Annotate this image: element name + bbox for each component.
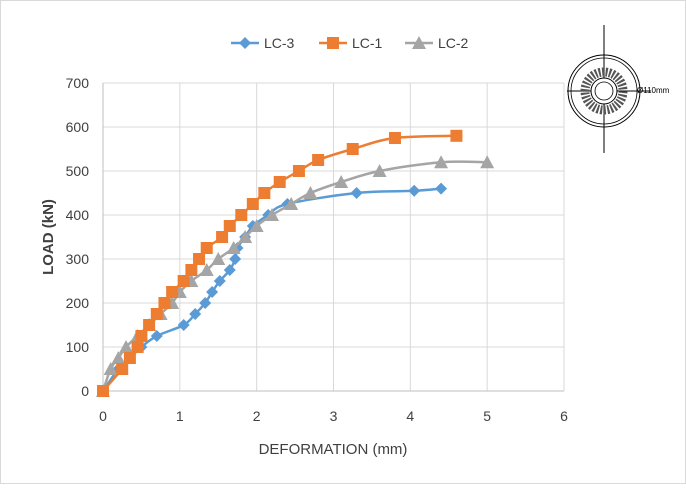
data-point-lc-3 [189, 308, 202, 320]
y-tick-label: 400 [66, 207, 90, 223]
data-point-lc-3 [213, 275, 226, 287]
data-point-lc-1 [150, 308, 163, 320]
data-point-lc-2 [284, 197, 299, 210]
data-point-lc-2 [111, 351, 126, 364]
data-point-lc-1 [388, 132, 401, 144]
data-point-lc-3 [223, 264, 236, 276]
legend-label: LC-1 [352, 35, 383, 51]
data-point-lc-3 [350, 187, 363, 199]
data-point-lc-3 [177, 319, 190, 331]
y-tick-label: 100 [66, 339, 90, 355]
y-tick-label: 0 [81, 383, 89, 399]
data-point-lc-1 [135, 330, 148, 342]
inset-outer-ring [570, 57, 638, 125]
data-point-lc-3 [199, 297, 212, 309]
y-tick-label: 300 [66, 251, 90, 267]
data-point-lc-3 [229, 253, 242, 265]
legend-item-lc-1: LC-1 [319, 35, 383, 51]
data-point-lc-1 [235, 209, 248, 221]
data-point-lc-2 [226, 241, 241, 254]
series-line-lc-1 [102, 134, 457, 392]
legend-marker [239, 37, 251, 49]
data-point-lc-1 [312, 154, 325, 166]
data-point-lc-1 [131, 341, 144, 353]
legend-label: LC-2 [438, 35, 469, 51]
data-point-lc-1 [97, 385, 109, 397]
x-tick-label: 6 [560, 408, 568, 424]
cross-section-inset: Ø110mm [567, 25, 670, 153]
legend: LC-3 LC-1 LC-2 [231, 35, 469, 51]
data-point-lc-2 [372, 164, 387, 177]
data-point-lc-2 [238, 230, 253, 243]
x-tick-label: 2 [253, 408, 261, 424]
legend-item-lc-3: LC-3 [231, 35, 295, 51]
data-point-lc-2 [249, 219, 264, 232]
data-point-lc-3 [150, 330, 163, 342]
data-point-lc-2 [265, 208, 280, 221]
legend-marker [412, 36, 426, 49]
data-point-lc-2 [119, 340, 134, 353]
inset-outer-circle [567, 54, 641, 128]
data-point-lc-1 [450, 129, 463, 142]
y-tick-label: 700 [66, 75, 90, 91]
legend-marker [327, 37, 339, 49]
data-point-lc-1 [116, 363, 129, 375]
data-point-lc-2 [434, 155, 449, 169]
x-tick-label: 3 [330, 408, 338, 424]
data-point-lc-1 [158, 297, 171, 309]
data-point-lc-1 [185, 264, 198, 276]
data-point-lc-1 [216, 231, 229, 243]
inset-core-circle [594, 81, 614, 101]
data-point-lc-3 [246, 220, 259, 232]
x-tick-label: 5 [483, 408, 491, 424]
series-lc-1 [97, 129, 463, 397]
series-line-lc-2 [101, 160, 488, 392]
data-point-lc-2 [199, 263, 214, 276]
x-axis-label: DEFORMATION (mm) [259, 441, 408, 458]
data-point-lc-1 [346, 143, 359, 155]
series [96, 129, 495, 397]
data-point-lc-1 [246, 198, 259, 210]
data-point-lc-1 [273, 176, 286, 188]
y-tick-label: 500 [66, 163, 90, 179]
data-point-lc-2 [211, 252, 226, 265]
data-point-lc-1 [143, 319, 156, 331]
data-point-lc-2 [334, 175, 349, 188]
x-tick-label: 1 [176, 408, 184, 424]
data-point-lc-1 [193, 253, 206, 265]
data-point-lc-1 [200, 242, 213, 254]
inset-dimension-label: Ø110mm [637, 86, 670, 95]
data-point-lc-3 [435, 182, 448, 195]
data-point-lc-3 [206, 286, 219, 298]
data-point-lc-1 [177, 275, 190, 287]
y-tick-label: 200 [66, 295, 90, 311]
y-tick-label: 600 [66, 119, 90, 135]
series-lc-2 [96, 155, 495, 397]
legend-item-lc-2: LC-2 [405, 35, 469, 51]
data-point-lc-1 [223, 220, 236, 232]
data-point-lc-3 [408, 184, 421, 197]
legend-label: LC-3 [264, 35, 295, 51]
data-point-lc-2 [480, 155, 495, 169]
y-axis-label: LOAD (kN) [40, 199, 57, 275]
data-point-lc-1 [166, 286, 179, 298]
grid [103, 82, 565, 391]
data-point-lc-1 [258, 187, 271, 199]
x-tick-label: 4 [406, 408, 414, 424]
data-point-lc-2 [303, 186, 318, 199]
data-point-lc-1 [292, 165, 305, 177]
data-point-lc-1 [123, 352, 136, 364]
x-tick-label: 0 [99, 408, 107, 424]
axes: 0 100 200 300 400 500 600 700 0 1 2 3 4 5 6 [66, 75, 568, 424]
data-point-lc-2 [103, 362, 118, 375]
